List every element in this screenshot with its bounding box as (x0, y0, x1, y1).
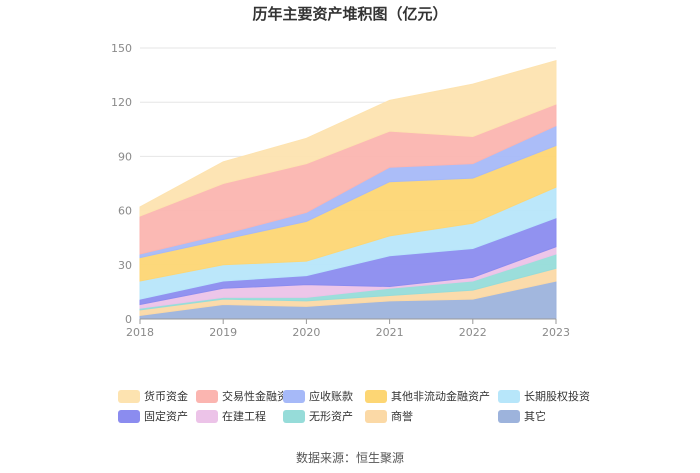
legend-item: 无形资产 (283, 408, 353, 424)
legend-item: 其它 (498, 408, 546, 424)
x-tick-label: 2023 (542, 326, 570, 339)
legend-label: 长期股权投资 (524, 390, 590, 403)
legend-label: 交易性金融资产 (222, 390, 299, 403)
area-货币资金 (139, 59, 557, 217)
chart-title: 历年主要资产堆积图（亿元） (252, 5, 448, 23)
legend-label: 货币资金 (144, 390, 188, 403)
legend-label: 商誉 (391, 410, 413, 423)
y-tick-label: 0 (125, 313, 132, 326)
x-tick-label: 2022 (459, 326, 487, 339)
legend-item: 货币资金 (118, 388, 188, 404)
x-tick-label: 2019 (209, 326, 237, 339)
legend-swatch (365, 389, 387, 403)
legend-swatch (498, 389, 520, 403)
legend-label: 固定资产 (144, 410, 188, 423)
legend-item: 固定资产 (118, 408, 188, 424)
legend-item: 长期股权投资 (498, 388, 590, 404)
legend-item: 商誉 (365, 408, 413, 424)
legend-item: 应收账款 (283, 388, 353, 404)
legend-item: 交易性金融资产 (196, 388, 299, 404)
axes: 0 30 60 90 120 150 2018 2019 2020 2021 2022 2023 (111, 42, 570, 339)
y-tick-label: 60 (118, 205, 132, 218)
legend-swatch (283, 409, 305, 423)
y-tick-label: 30 (118, 259, 132, 272)
legend-label: 应收账款 (309, 390, 353, 403)
legend-swatch (118, 389, 140, 403)
x-tick-label: 2021 (376, 326, 404, 339)
legend-label: 在建工程 (222, 410, 266, 423)
legend-swatch (365, 409, 387, 423)
legend-swatch (196, 389, 218, 403)
x-tick-label: 2018 (126, 326, 154, 339)
y-tick-label: 150 (111, 42, 132, 55)
legend-label: 其他非流动金融资产 (391, 390, 490, 403)
x-tick-label: 2020 (292, 326, 320, 339)
legend-item: 其他非流动金融资产 (365, 388, 490, 404)
legend-item: 在建工程 (196, 408, 266, 424)
legend-label: 无形资产 (309, 410, 353, 423)
legend-swatch (283, 389, 305, 403)
area-series (139, 59, 557, 320)
y-tick-label: 90 (118, 150, 132, 163)
legend-swatch (498, 409, 520, 423)
legend-swatch (196, 409, 218, 423)
legend-label: 其它 (524, 410, 546, 423)
legend-swatch (118, 409, 140, 423)
y-tick-label: 120 (111, 96, 132, 109)
data-source: 数据来源：恒生聚源 (295, 451, 404, 465)
